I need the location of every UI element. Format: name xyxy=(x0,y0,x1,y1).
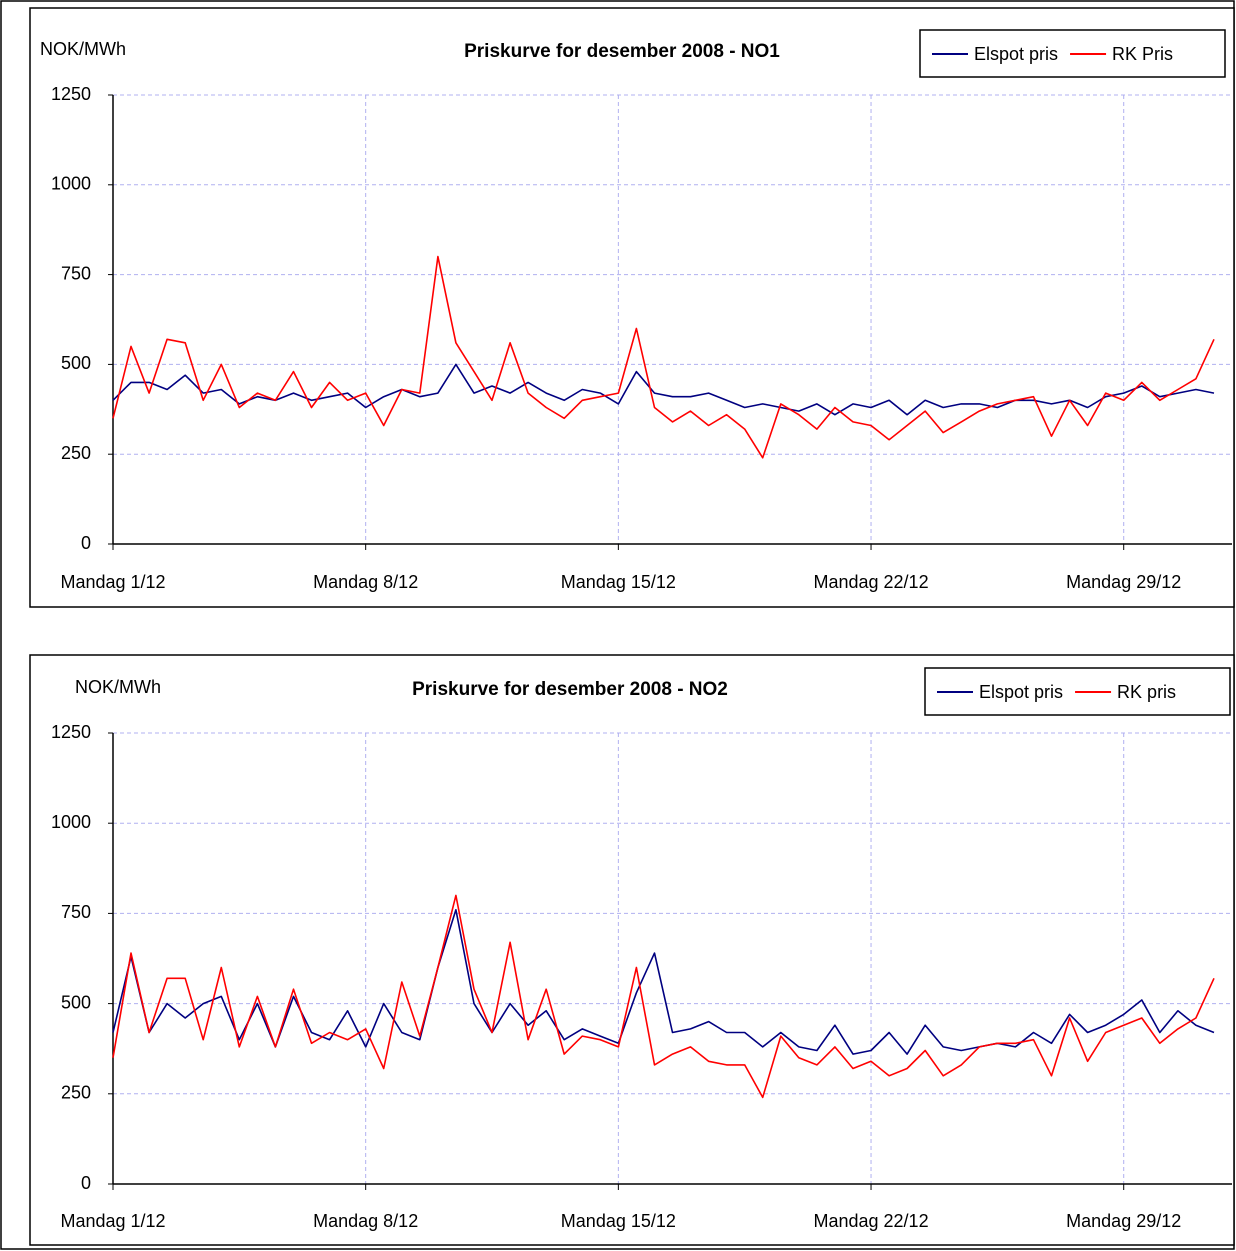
y-axis-label: NOK/MWh xyxy=(40,39,126,59)
chart-title: Priskurve for desember 2008 - NO2 xyxy=(412,679,728,700)
series-line xyxy=(112,255,1215,459)
series-line xyxy=(112,909,1215,1055)
chart-frame xyxy=(29,654,1235,1246)
y-tick-label: 1000 xyxy=(51,812,91,832)
y-axis-label: NOK/MWh xyxy=(75,677,161,697)
x-tick-label: Mandag 22/12 xyxy=(813,572,928,592)
y-tick-label: 250 xyxy=(61,1083,91,1103)
y-tick-label: 1000 xyxy=(51,174,91,194)
series-line xyxy=(112,894,1215,1099)
y-tick-label: 1250 xyxy=(51,84,91,104)
x-tick-label: Mandag 8/12 xyxy=(313,1211,418,1231)
legend-label: Elspot pris xyxy=(974,44,1058,64)
legend-label: RK Pris xyxy=(1112,44,1173,64)
y-tick-label: 500 xyxy=(61,353,91,373)
x-tick-label: Mandag 15/12 xyxy=(561,1211,676,1231)
y-tick-label: 0 xyxy=(81,533,91,553)
y-tick-label: 750 xyxy=(61,902,91,922)
x-tick-label: Mandag 29/12 xyxy=(1066,572,1181,592)
chart-frame xyxy=(29,7,1235,608)
legend-label: RK pris xyxy=(1117,682,1176,702)
legend-label: Elspot pris xyxy=(979,682,1063,702)
y-tick-label: 500 xyxy=(61,992,91,1012)
y-tick-label: 750 xyxy=(61,263,91,283)
y-tick-label: 1250 xyxy=(51,722,91,742)
series-line xyxy=(112,363,1215,416)
x-tick-label: Mandag 15/12 xyxy=(561,572,676,592)
x-tick-label: Mandag 22/12 xyxy=(813,1211,928,1231)
chart-title: Priskurve for desember 2008 - NO1 xyxy=(464,41,780,62)
y-tick-label: 0 xyxy=(81,1173,91,1193)
x-tick-label: Mandag 29/12 xyxy=(1066,1211,1181,1231)
x-tick-label: Mandag 1/12 xyxy=(60,1211,165,1231)
y-tick-label: 250 xyxy=(61,443,91,463)
x-tick-label: Mandag 8/12 xyxy=(313,572,418,592)
x-tick-label: Mandag 1/12 xyxy=(60,572,165,592)
